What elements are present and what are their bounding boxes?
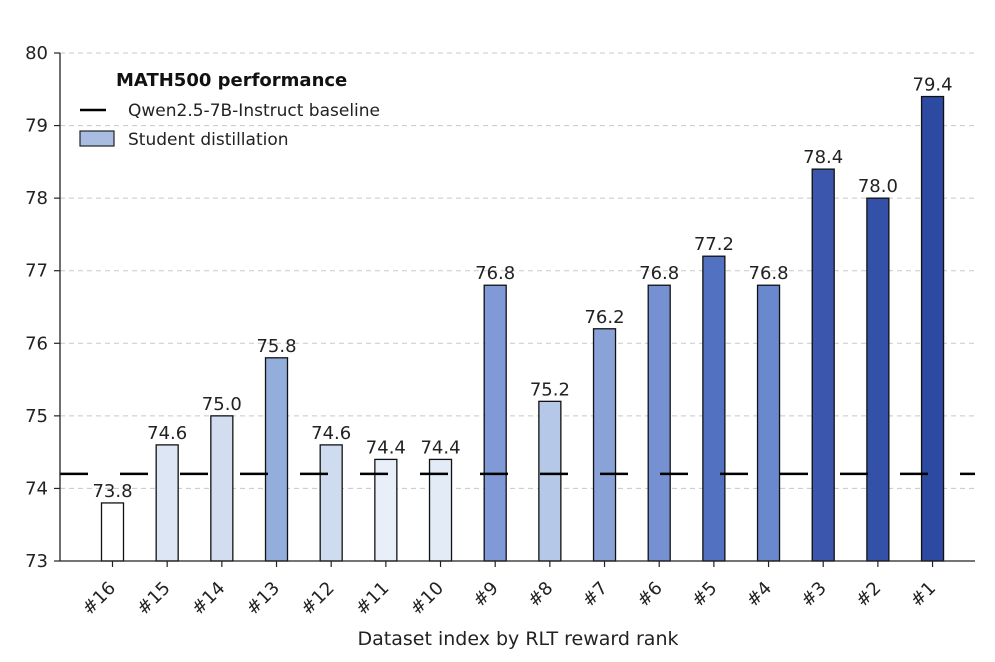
y-tick-labels: 73 74 75 76 77 78 79 80 — [25, 43, 60, 572]
x-tick-label: #6 — [633, 578, 667, 612]
x-axis-title: Dataset index by RLT reward rank — [358, 628, 679, 650]
y-tick-label: 78 — [25, 188, 48, 209]
x-tick-label: #8 — [524, 578, 558, 612]
y-tick-label: 73 — [25, 551, 48, 572]
data-label: 73.8 — [92, 481, 132, 502]
data-label: 75.8 — [256, 336, 296, 357]
y-tick-label: 74 — [25, 478, 48, 499]
x-tick-label: #12 — [297, 578, 339, 620]
data-label: 74.6 — [311, 423, 351, 444]
x-tick-label: #15 — [133, 578, 175, 620]
bar — [647, 284, 671, 562]
x-tick-label: #5 — [688, 578, 722, 612]
y-tick-label: 80 — [25, 43, 48, 64]
x-tick-label: #9 — [469, 578, 503, 612]
data-label: 76.8 — [475, 263, 515, 284]
data-label: 74.6 — [147, 423, 187, 444]
bar — [100, 502, 125, 562]
data-label: 76.8 — [749, 263, 789, 284]
bar — [592, 328, 617, 562]
x-tick-labels: #16 #15 #14 #13 #12 #11 #10 #9 #8 #7 #6 #5 #4 #3 #2 #1 — [78, 561, 940, 619]
bar — [756, 284, 781, 562]
x-tick-label: #7 — [578, 578, 612, 612]
data-labels: 73.8 74.6 75.0 75.8 74.6 74.4 74.4 76.8 75.2 76.2… — [92, 75, 952, 502]
bar — [319, 444, 343, 562]
data-label: 78.0 — [858, 176, 898, 197]
bar — [155, 444, 179, 562]
data-label: 74.4 — [420, 437, 460, 458]
data-label: 76.2 — [584, 307, 624, 328]
x-tick-label: #11 — [352, 578, 394, 620]
x-tick-label: #10 — [406, 578, 448, 620]
data-label: 75.2 — [530, 379, 570, 400]
bar — [264, 357, 289, 562]
x-tick-label: #16 — [78, 578, 120, 620]
y-tick-label: 76 — [25, 333, 48, 354]
legend-student-label: Student distillation — [128, 130, 289, 150]
bar — [702, 255, 726, 562]
legend-title: MATH500 performance — [116, 70, 347, 91]
data-label: 78.4 — [803, 147, 843, 168]
y-tick-label: 79 — [25, 116, 48, 137]
bar — [538, 400, 562, 562]
x-tick-label: #13 — [242, 578, 284, 620]
y-tick-label: 75 — [25, 406, 48, 427]
x-tick-label: #4 — [742, 578, 776, 612]
legend-baseline-label: Qwen2.5-7B-Instruct baseline — [128, 101, 380, 121]
bar — [866, 197, 890, 562]
data-label: 75.0 — [202, 394, 242, 415]
bar — [920, 95, 945, 562]
y-tick-label: 77 — [25, 261, 48, 282]
legend-student-swatch — [79, 130, 115, 147]
legend: MATH500 performance Qwen2.5-7B-Instruct … — [79, 70, 380, 150]
x-tick-label: #2 — [852, 578, 886, 612]
bar — [210, 415, 234, 562]
bar — [811, 168, 835, 562]
data-label: 77.2 — [694, 234, 734, 255]
data-label: 76.8 — [639, 263, 679, 284]
data-label: 74.4 — [366, 437, 406, 458]
axes — [59, 53, 975, 562]
x-tick-label: #3 — [797, 578, 831, 612]
x-tick-label: #14 — [188, 578, 230, 620]
data-label: 79.4 — [913, 75, 953, 96]
bar — [483, 284, 507, 562]
x-tick-label: #1 — [906, 578, 940, 612]
